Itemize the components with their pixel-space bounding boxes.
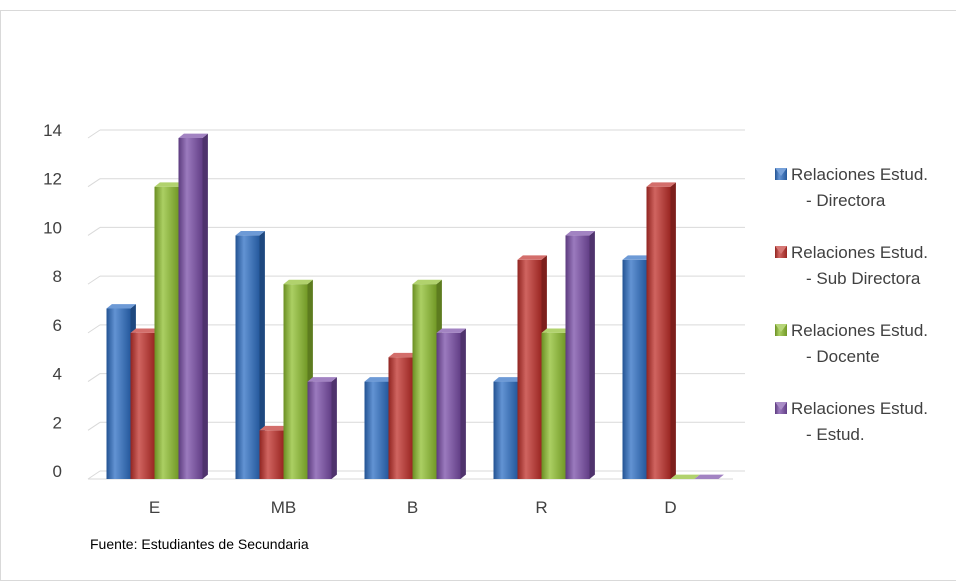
bars — [106, 133, 724, 480]
bar — [178, 133, 208, 479]
legend-label: - Directora — [806, 191, 886, 210]
bar — [670, 474, 700, 479]
legend-label: - Sub Directora — [806, 269, 921, 288]
gridline-diag — [87, 421, 101, 431]
legend-label: - Estud. — [806, 425, 865, 444]
bar — [283, 279, 313, 479]
gridline-diag — [87, 324, 101, 334]
y-tick-label: 4 — [53, 365, 62, 384]
source-note: Fuente: Estudiantes de Secundaria — [90, 536, 309, 552]
bar — [307, 377, 337, 479]
legend-item: Relaciones Estud. - Docente — [775, 321, 928, 366]
x-category-label: MB — [271, 498, 297, 517]
x-category-label: R — [535, 498, 547, 517]
legend-item: Relaciones Estud. - Directora — [775, 165, 928, 210]
x-category-label: E — [149, 498, 160, 517]
legend-item: Relaciones Estud. - Estud. — [775, 399, 928, 444]
legend-label: Relaciones Estud. — [791, 321, 928, 340]
y-tick-label: 2 — [53, 413, 62, 432]
gridline-diag — [87, 227, 101, 236]
gridline-diag — [87, 178, 101, 188]
gridline-diag — [87, 373, 101, 382]
bar — [565, 231, 595, 479]
bar — [694, 474, 724, 479]
y-tick-label: 12 — [43, 170, 62, 189]
x-axis-categories: E MB B R D — [149, 498, 677, 517]
chart-frame — [0, 10, 956, 581]
gridline-diag — [87, 129, 101, 139]
x-category-label: D — [664, 498, 676, 517]
gridline-diag — [87, 275, 101, 285]
legend-label: Relaciones Estud. — [791, 165, 928, 184]
bar — [646, 182, 676, 480]
legend-item: Relaciones Estud. - Sub Directora — [775, 243, 928, 288]
y-tick-label: 10 — [43, 218, 62, 237]
y-tick-label: 6 — [53, 316, 62, 335]
legend-label: - Docente — [806, 347, 880, 366]
bar — [235, 231, 265, 479]
y-tick-label: 0 — [53, 462, 62, 481]
legend-label: Relaciones Estud. — [791, 243, 928, 262]
x-category-label: B — [407, 498, 418, 517]
gridline-diag — [87, 470, 101, 480]
legend-label: Relaciones Estud. — [791, 399, 928, 418]
bar — [436, 328, 466, 479]
y-axis-ticks: 0 2 4 6 8 10 12 14 — [43, 121, 62, 481]
y-tick-label: 8 — [53, 267, 62, 286]
y-tick-label: 14 — [43, 121, 62, 140]
